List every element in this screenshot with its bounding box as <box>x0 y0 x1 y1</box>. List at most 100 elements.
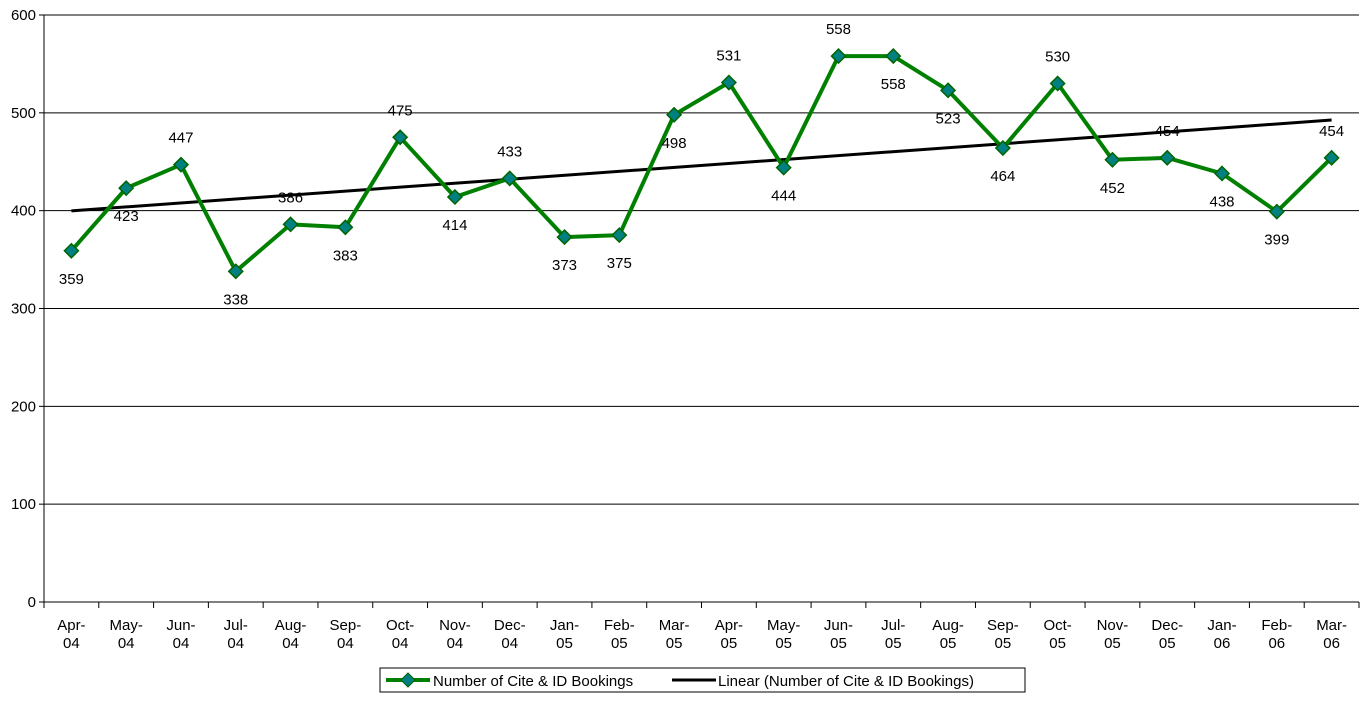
legend-label: Number of Cite & ID Bookings <box>433 673 633 690</box>
x-tick-label: Mar-06 <box>1316 617 1347 652</box>
marker <box>1049 75 1066 92</box>
legend-label: Linear (Number of Cite & ID Bookings) <box>718 673 974 690</box>
x-tick-label-line: Dec- <box>1151 617 1183 634</box>
x-tick-label: Oct-04 <box>386 617 414 652</box>
marker <box>885 48 902 65</box>
x-tick-label-line: 05 <box>1159 635 1176 652</box>
x-tick-label-line: 04 <box>282 635 299 652</box>
data-label: 452 <box>1100 180 1125 197</box>
marker <box>227 263 244 280</box>
marker <box>1213 165 1231 182</box>
marker <box>666 106 683 123</box>
x-tick-label-line: 04 <box>63 635 80 652</box>
x-tick-label: Nov-04 <box>439 617 471 652</box>
x-tick-label-line: 04 <box>501 635 518 652</box>
data-label: 531 <box>716 48 741 65</box>
legend-marker <box>400 672 416 688</box>
marker <box>775 159 792 176</box>
y-tick-label: 500 <box>11 105 36 122</box>
x-tick-label: Mar-05 <box>659 617 690 652</box>
marker <box>1268 203 1285 220</box>
x-tick-label-line: Aug- <box>275 617 307 634</box>
x-tick-label-line: Feb- <box>604 617 635 634</box>
x-tick-label-line: 05 <box>775 635 792 652</box>
x-tick-label-line: 04 <box>173 635 190 652</box>
data-label: 454 <box>1319 123 1344 140</box>
x-tick-label: May-04 <box>110 617 143 652</box>
x-tick-label-line: 05 <box>885 635 902 652</box>
x-tick-label: Jul-05 <box>881 617 905 652</box>
marker <box>501 170 518 187</box>
x-tick-label: Aug-05 <box>932 617 964 652</box>
x-tick-label-line: Jan- <box>550 617 579 634</box>
data-label: 375 <box>607 255 632 272</box>
x-tick-label-line: 04 <box>337 635 354 652</box>
x-tick-label-line: 05 <box>721 635 738 652</box>
marker <box>611 227 628 244</box>
x-tick-label: Aug-04 <box>275 617 307 652</box>
x-tick-label: Apr-05 <box>715 617 743 652</box>
x-tick-label-line: Oct- <box>1043 617 1071 634</box>
x-tick-label: Nov-05 <box>1097 617 1129 652</box>
x-tick-label: Sep-05 <box>987 617 1019 652</box>
marker <box>172 156 190 173</box>
marker <box>1104 151 1121 168</box>
x-tick-label-line: Jun- <box>824 617 853 634</box>
x-tick-label: Jul-04 <box>224 617 248 652</box>
data-label: 399 <box>1264 232 1289 249</box>
x-tick-label-line: Jul- <box>224 617 248 634</box>
x-tick-label: Feb-05 <box>604 617 635 652</box>
marker <box>940 82 957 99</box>
x-tick-label-line: Apr- <box>57 617 85 634</box>
x-tick-label-line: 06 <box>1323 635 1340 652</box>
x-tick-label: Dec-05 <box>1151 617 1183 652</box>
y-tick-label: 400 <box>11 203 36 220</box>
x-tick-label: Oct-05 <box>1043 617 1071 652</box>
data-label: 359 <box>59 271 84 288</box>
x-tick-label-line: Feb- <box>1261 617 1292 634</box>
x-tick-label-line: Sep- <box>330 617 362 634</box>
x-tick-label-line: Nov- <box>1097 617 1129 634</box>
x-tick-label-line: 05 <box>611 635 628 652</box>
data-label: 386 <box>278 189 303 206</box>
x-tick-label-line: Oct- <box>386 617 414 634</box>
data-label: 444 <box>771 188 796 205</box>
x-tick-label-line: 05 <box>940 635 957 652</box>
data-label: 414 <box>442 217 467 234</box>
x-tick-label: Sep-04 <box>330 617 362 652</box>
data-label: 423 <box>114 208 139 225</box>
data-label: 373 <box>552 257 577 274</box>
x-tick-label-line: Nov- <box>439 617 471 634</box>
x-tick-label-line: Mar- <box>659 617 690 634</box>
data-label: 464 <box>990 168 1015 185</box>
data-label: 530 <box>1045 48 1070 65</box>
x-tick-label-line: Sep- <box>987 617 1019 634</box>
x-tick-label-line: Aug- <box>932 617 964 634</box>
x-tick-label-line: Jul- <box>881 617 905 634</box>
data-label: 558 <box>826 21 851 38</box>
marker <box>337 219 354 236</box>
data-label: 447 <box>168 130 193 147</box>
trendline <box>71 118 1332 213</box>
marker <box>118 180 135 197</box>
data-label: 383 <box>333 247 358 264</box>
x-tick-label-line: 04 <box>227 635 244 652</box>
x-tick-label-line: 05 <box>1104 635 1121 652</box>
y-tick-label: 100 <box>11 496 36 513</box>
y-tick-label: 300 <box>11 301 36 318</box>
data-label: 523 <box>936 110 961 127</box>
marker <box>1159 149 1176 166</box>
x-tick-label-line: 05 <box>556 635 573 652</box>
marker <box>994 139 1011 157</box>
data-label: 475 <box>388 102 413 119</box>
x-tick-label: Dec-04 <box>494 617 526 652</box>
data-label: 338 <box>223 291 248 308</box>
marker <box>392 129 409 146</box>
x-tick-label: Jun-04 <box>166 617 195 652</box>
x-tick-label: Jan-05 <box>550 617 579 652</box>
data-label: 558 <box>881 76 906 93</box>
x-tick-label-line: 05 <box>995 635 1012 652</box>
x-tick-label-line: 04 <box>392 635 409 652</box>
marker <box>1323 149 1340 166</box>
x-tick-label-line: 04 <box>447 635 464 652</box>
